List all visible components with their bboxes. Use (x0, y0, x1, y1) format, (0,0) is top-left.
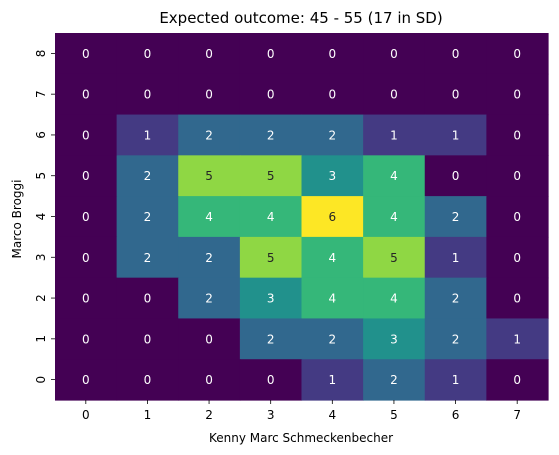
cell-value-label: 2 (144, 251, 152, 265)
cell-value-label: 2 (452, 210, 460, 224)
y-axis: 8 7 6 5 4 3 2 1 0 (34, 50, 55, 384)
cell-value-label: 0 (82, 251, 90, 265)
cell-value-label: 1 (452, 251, 460, 265)
cell-value-label: 3 (267, 292, 275, 306)
heatmap-cells: 0 0 0 0 0 0 0 0 0 0 0 0 0 0 0 0 0 1 2 2 2 1 1 0 0 2 5 5 3 4 0 0 0 2 4 4 6 4 2 0… (55, 33, 549, 401)
cell-value-label: 0 (390, 88, 398, 102)
y-tick-label: 7 (34, 90, 48, 98)
cell-value-label: 0 (82, 292, 90, 306)
cell-value-label: 1 (144, 128, 152, 142)
y-tick-label: 6 (34, 131, 48, 139)
chart-title: Expected outcome: 45 - 55 (17 in SD) (159, 9, 442, 27)
cell-value-label: 2 (452, 292, 460, 306)
cell-value-label: 1 (513, 332, 521, 346)
cell-value-label: 0 (513, 88, 521, 102)
cell-value-label: 2 (205, 292, 213, 306)
cell-value-label: 0 (267, 47, 275, 61)
cell-value-label: 2 (144, 210, 152, 224)
cell-value-label: 4 (267, 210, 275, 224)
cell-value-label: 5 (267, 251, 275, 265)
cell-value-label: 0 (513, 47, 521, 61)
cell-value-label: 0 (82, 169, 90, 183)
cell-value-label: 0 (82, 332, 90, 346)
cell-value-label: 2 (267, 332, 275, 346)
cell-value-label: 0 (144, 332, 152, 346)
cell-value-label: 0 (328, 88, 336, 102)
cell-value-label: 0 (267, 373, 275, 387)
cell-value-label: 2 (267, 128, 275, 142)
cell-value-label: 3 (390, 332, 398, 346)
cell-value-label: 4 (390, 169, 398, 183)
x-tick-label: 0 (82, 408, 90, 422)
cell-value-label: 0 (205, 88, 213, 102)
cell-value-label: 2 (390, 373, 398, 387)
x-tick-label: 4 (328, 408, 336, 422)
cell-value-label: 0 (452, 47, 460, 61)
cell-value-label: 2 (328, 332, 336, 346)
x-tick-label: 3 (267, 408, 275, 422)
cell-value-label: 0 (205, 47, 213, 61)
cell-value-label: 0 (144, 47, 152, 61)
cell-value-label: 0 (390, 47, 398, 61)
x-tick-label: 1 (144, 408, 152, 422)
cell-value-label: 0 (82, 210, 90, 224)
cell-value-label: 0 (267, 88, 275, 102)
cell-value-label: 4 (390, 292, 398, 306)
cell-value-label: 2 (205, 128, 213, 142)
cell-value-label: 0 (82, 88, 90, 102)
cell-value-label: 0 (144, 292, 152, 306)
y-tick-label: 8 (34, 50, 48, 58)
x-axis-label: Kenny Marc Schmeckenbecher (209, 431, 393, 445)
cell-value-label: 3 (328, 169, 336, 183)
cell-value-label: 0 (513, 292, 521, 306)
y-tick-label: 1 (34, 335, 48, 343)
cell-value-label: 2 (144, 169, 152, 183)
cell-value-label: 6 (328, 210, 336, 224)
cell-value-label: 0 (452, 169, 460, 183)
y-tick-label: 5 (34, 172, 48, 180)
cell-value-label: 1 (452, 128, 460, 142)
cell-value-label: 0 (513, 210, 521, 224)
cell-value-label: 0 (205, 373, 213, 387)
cell-value-label: 0 (328, 47, 336, 61)
cell-value-label: 0 (144, 373, 152, 387)
y-axis-label: Marco Broggi (10, 180, 24, 259)
cell-value-label: 1 (452, 373, 460, 387)
y-tick-label: 2 (34, 294, 48, 302)
cell-value-label: 2 (452, 332, 460, 346)
cell-value-label: 5 (205, 169, 213, 183)
cell-value-label: 0 (205, 332, 213, 346)
cell-value-label: 4 (390, 210, 398, 224)
x-tick-label: 7 (513, 408, 521, 422)
y-tick-label: 0 (34, 376, 48, 384)
cell-value-label: 0 (82, 47, 90, 61)
cell-value-label: 0 (513, 128, 521, 142)
cell-value-label: 2 (205, 251, 213, 265)
cell-value-label: 0 (452, 88, 460, 102)
cell-value-label: 5 (390, 251, 398, 265)
x-tick-label: 6 (452, 408, 460, 422)
x-tick-label: 2 (205, 408, 213, 422)
cell-value-label: 1 (328, 373, 336, 387)
cell-value-label: 0 (82, 373, 90, 387)
cell-value-label: 0 (144, 88, 152, 102)
cell-value-label: 0 (513, 373, 521, 387)
y-tick-label: 4 (34, 213, 48, 221)
cell-value-label: 4 (328, 292, 336, 306)
cell-value-label: 1 (390, 128, 398, 142)
cell-value-label: 2 (328, 128, 336, 142)
cell-value-label: 0 (82, 128, 90, 142)
cell-value-label: 5 (267, 169, 275, 183)
cell-value-label: 4 (205, 210, 213, 224)
x-axis: 0 1 2 3 4 5 6 7 (82, 400, 521, 422)
x-tick-label: 5 (390, 408, 398, 422)
y-tick-label: 3 (34, 253, 48, 261)
cell-value-label: 0 (513, 251, 521, 265)
cell-value-label: 4 (328, 251, 336, 265)
cell-value-label: 0 (513, 169, 521, 183)
